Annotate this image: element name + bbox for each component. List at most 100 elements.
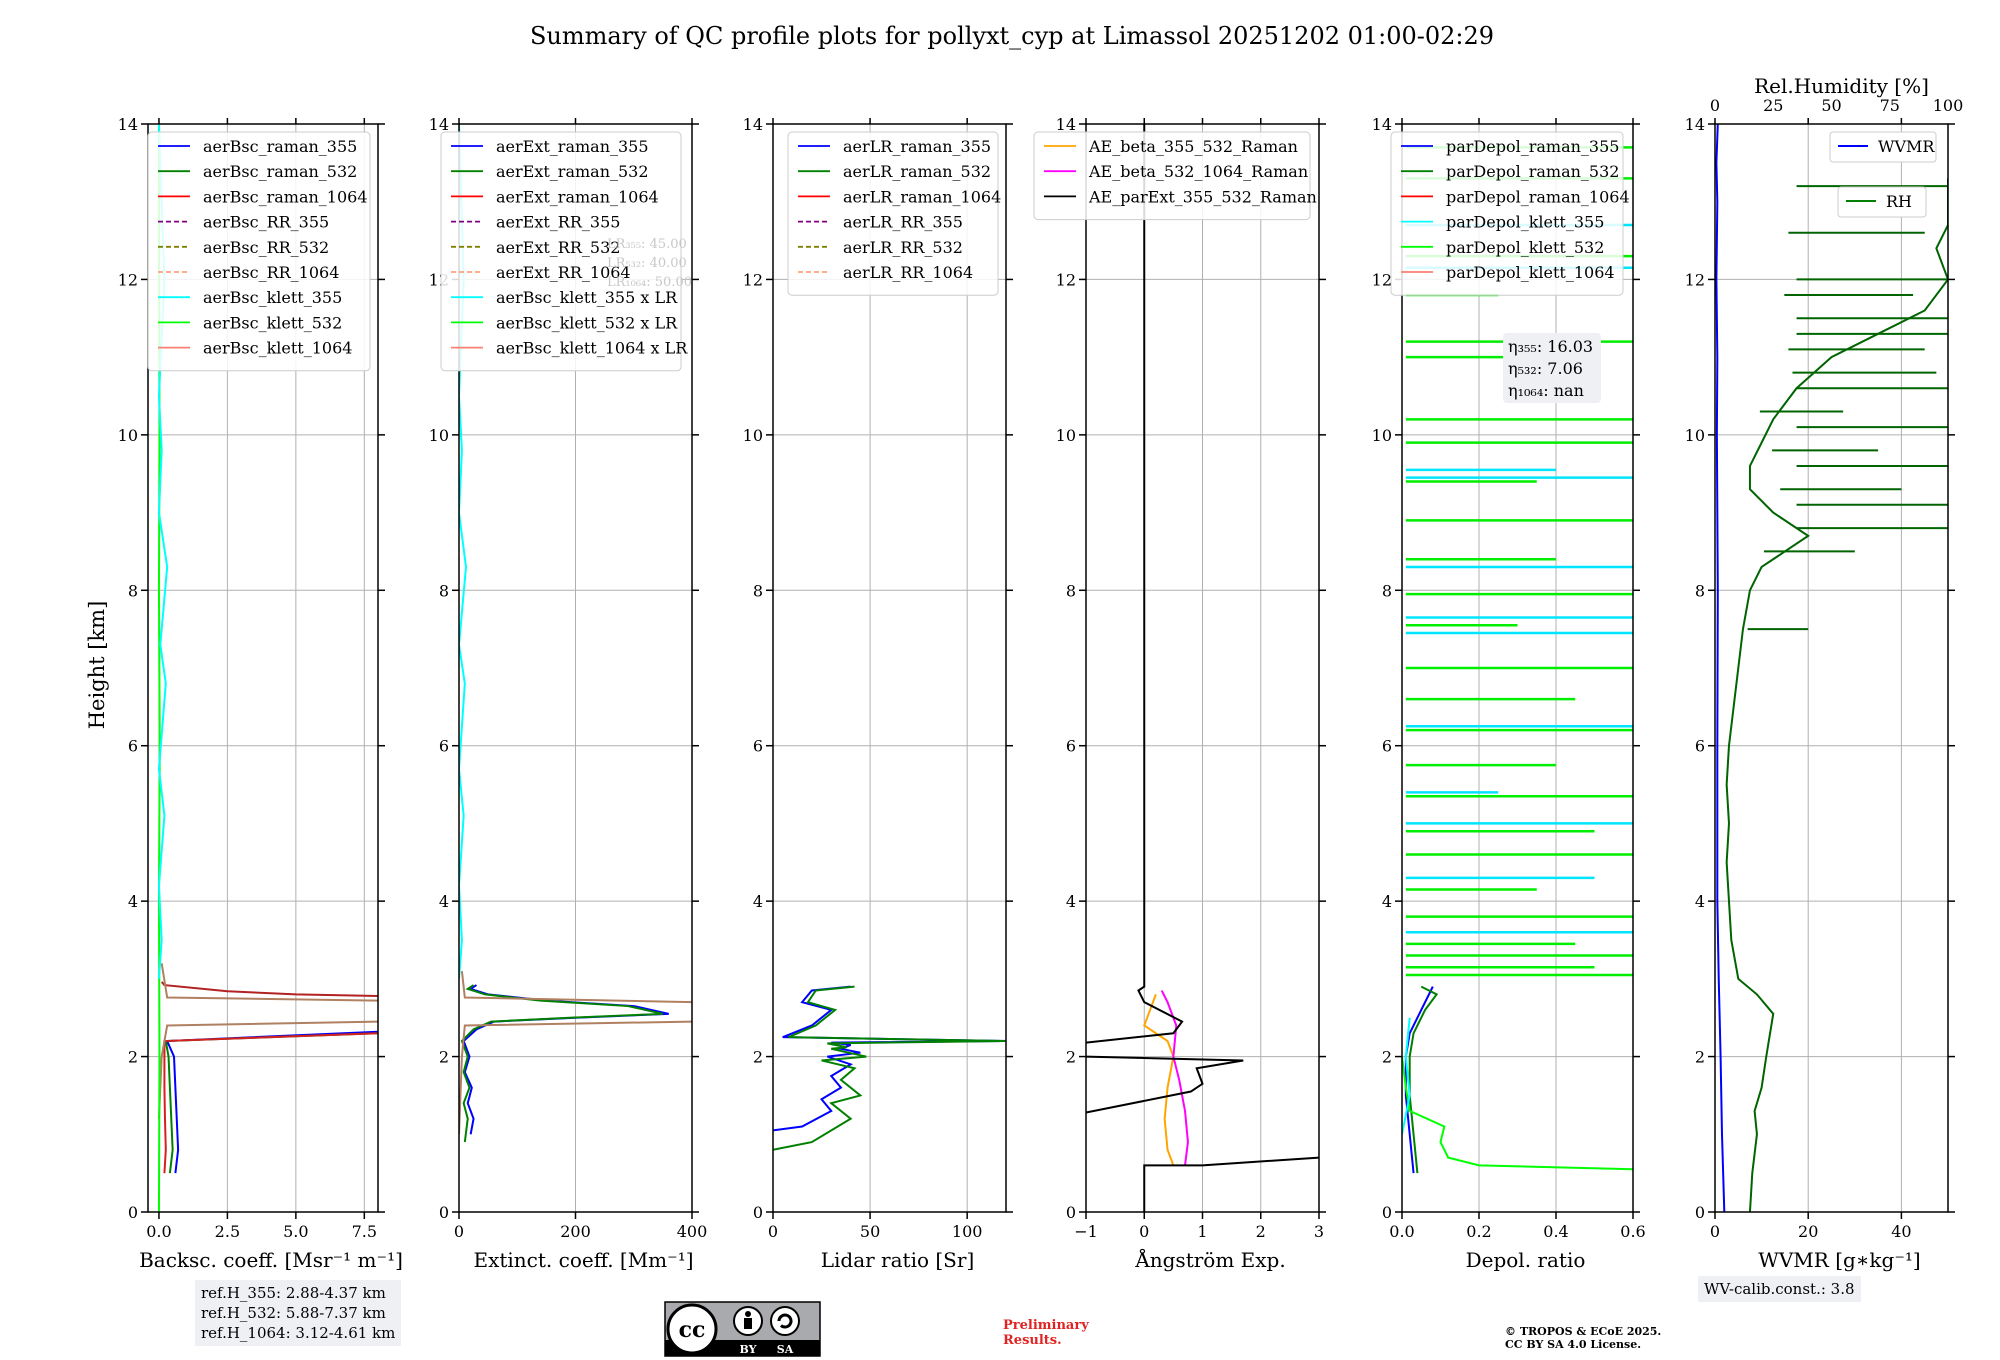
copyright-notice: © TROPOS & ECoE 2025. CC BY SA 4.0 Licen… xyxy=(1505,1325,1661,1351)
eta-box xyxy=(1503,333,1601,403)
legend-label: AE_beta_532_1064_Raman xyxy=(1088,162,1308,181)
series-WVMR xyxy=(1715,124,1726,1212)
tick-label-x: 50 xyxy=(860,1222,880,1241)
legend-label: aerBsc_klett_1064 xyxy=(203,339,352,358)
legend-wvmr: WVMR xyxy=(1829,131,1937,163)
preliminary-line-2: Results. xyxy=(1003,1333,1062,1348)
series-AE_parExt_355_532_Raman_b xyxy=(1086,1055,1244,1114)
tick-label-y: 4 xyxy=(753,892,763,911)
tick-label-y: 6 xyxy=(128,737,138,756)
legend-ae: AE_beta_355_532_Raman AE_beta_532_1064_Ra… xyxy=(1033,131,1317,221)
tick-label-y: 12 xyxy=(743,270,763,289)
tick-label-x: 100 xyxy=(952,1222,983,1241)
legend-label: parDepol_klett_1064 xyxy=(1446,263,1615,282)
eta-annotation: η₃₅₅: 16.03 xyxy=(1508,337,1593,356)
tick-label-y: 12 xyxy=(1056,270,1076,289)
panel-bsc: 0.0 2.5 5.0 7.5 0 2 4 6 8 10 12 14 Backsc. coeff. [M… xyxy=(118,115,403,1272)
series-AE_beta_532_1064_Raman xyxy=(1160,990,1189,1166)
tick-label-x: 20 xyxy=(1798,1222,1818,1241)
legend-lr: aerLR_raman_355 aerLR_raman_532 aerLR_rama… xyxy=(787,131,1001,296)
legend-label: aerBsc_klett_532 xyxy=(203,313,342,332)
tick-label-y: 10 xyxy=(118,426,138,445)
tick-label-x: 2 xyxy=(1256,1222,1266,1241)
axes-frame xyxy=(772,123,1007,1213)
legend-label: parDepol_raman_532 xyxy=(1446,162,1619,181)
series-aerBsc_klett_355 xyxy=(157,124,169,979)
tick-label-x: 0 xyxy=(768,1222,778,1241)
preliminary-notice: Preliminary Results. xyxy=(1003,1318,1089,1348)
series-parDepol_klett_532 xyxy=(1402,1056,1633,1171)
legend-label: aerLR_raman_532 xyxy=(843,162,991,181)
axes-frame xyxy=(147,123,379,1213)
tick-label-x: 40 xyxy=(1891,1222,1911,1241)
tick-label-y: 14 xyxy=(1056,115,1076,134)
legend-label: aerBsc_raman_355 xyxy=(203,137,357,156)
tick-label-y: 2 xyxy=(753,1048,763,1067)
legend-label: aerBsc_RR_355 xyxy=(203,213,329,232)
tick-label-x: 0.2 xyxy=(1466,1222,1491,1241)
tick-label-x: 400 xyxy=(677,1222,708,1241)
cc-sa-text: SA xyxy=(777,1343,794,1356)
legend-label: aerLR_raman_355 xyxy=(843,137,991,156)
ref-height-1064: ref.H_1064: 3.12-4.61 km xyxy=(201,1324,396,1342)
sa-icon xyxy=(770,1306,800,1336)
preliminary-line-1: Preliminary xyxy=(1003,1318,1089,1333)
eta-annotation: η₁₀₆₄: nan xyxy=(1508,381,1584,400)
legend-bsc: aerBsc_raman_355 aerBsc_raman_532 aerBsc_r… xyxy=(147,131,371,372)
legend-label: parDepol_klett_532 xyxy=(1446,238,1604,257)
tick-label-y: 12 xyxy=(118,270,138,289)
tick-label-x: 0 xyxy=(1139,1222,1149,1241)
tick-label-y: 6 xyxy=(439,737,449,756)
tick-label-y: 4 xyxy=(1382,892,1392,911)
plot-area-lr xyxy=(773,985,1006,1151)
tick-label-y: 12 xyxy=(1685,270,1705,289)
tick-label-y: 12 xyxy=(1372,270,1392,289)
x-axis-label-top: Rel.Humidity [%] xyxy=(1754,74,1929,98)
tick-label-y: 10 xyxy=(1056,426,1076,445)
tick-label-x: 1 xyxy=(1197,1222,1207,1241)
wv-calibration-box: WV-calib.const.: 3.8 xyxy=(1698,1276,1861,1302)
x-axis-label: Ångström Exp. xyxy=(1134,1247,1285,1272)
tick-label-y: 14 xyxy=(429,115,449,134)
tick-label-y: 0 xyxy=(1066,1203,1076,1222)
tick-label-y: 0 xyxy=(439,1203,449,1222)
legend-label: aerLR_RR_1064 xyxy=(843,263,973,282)
x-axis-label: Backsc. coeff. [Msr⁻¹ m⁻¹] xyxy=(139,1248,403,1272)
series-aerBsc_klett_532 xyxy=(157,124,161,1212)
tick-label-y: 8 xyxy=(753,581,763,600)
annotation-ext: LR₃₅₅: 45.00 LR₅₃₂: 40.00 LR₁₀₆₄: 50.00 xyxy=(607,237,692,290)
reference-height-box: ref.H_355: 2.88-4.37 km ref.H_532: 5.88-… xyxy=(195,1280,402,1346)
legend-ext: aerExt_raman_355 aerExt_raman_532 aerExt_r… xyxy=(440,131,688,372)
tick-label-x-top: 75 xyxy=(1880,96,1900,115)
plot-area-wv xyxy=(1715,124,1948,1212)
tick-label-x: 0.0 xyxy=(146,1222,171,1241)
plot-area-bsc xyxy=(157,124,378,1212)
tick-label-y: 0 xyxy=(1382,1203,1392,1222)
tick-label-y: 8 xyxy=(1695,581,1705,600)
cc-license-logo: cc BY SA xyxy=(664,1301,821,1357)
axes-frame xyxy=(458,123,693,1213)
tick-label-y: 6 xyxy=(1066,737,1076,756)
series-AE_parExt_355_532_Raman xyxy=(1143,1156,1319,1212)
legend-label: aerBsc_RR_1064 xyxy=(203,263,339,282)
axes-frame xyxy=(1714,123,1949,1213)
x-axis-label: Lidar ratio [Sr] xyxy=(821,1248,975,1272)
axes-frame xyxy=(1401,123,1634,1213)
legend-label: parDepol_raman_355 xyxy=(1446,137,1619,156)
legend-label: aerBsc_klett_355 x LR xyxy=(496,288,678,307)
legend-label: aerLR_RR_355 xyxy=(843,213,963,232)
ref-height-532: ref.H_532: 5.88-7.37 km xyxy=(201,1304,386,1322)
lr-annotation: LR₁₀₆₄: 50.00 xyxy=(607,275,692,290)
tick-label-x: 0 xyxy=(454,1222,464,1241)
tick-label-y: 2 xyxy=(128,1048,138,1067)
annotation-depol: η₃₅₅: 16.03 η₅₃₂: 7.06 η₁₀₆₄: nan xyxy=(1503,333,1601,403)
tick-label-x: 3 xyxy=(1314,1222,1324,1241)
x-axis-label: Depol. ratio xyxy=(1466,1248,1586,1272)
series-AE_parExt_355_532_Raman_c xyxy=(1086,124,1184,1044)
legend-rh: RH xyxy=(1837,186,1927,218)
y-axis-label: Height [km] xyxy=(85,601,109,730)
legend-label: aerExt_raman_355 xyxy=(496,137,649,156)
tick-label-y: 4 xyxy=(439,892,449,911)
